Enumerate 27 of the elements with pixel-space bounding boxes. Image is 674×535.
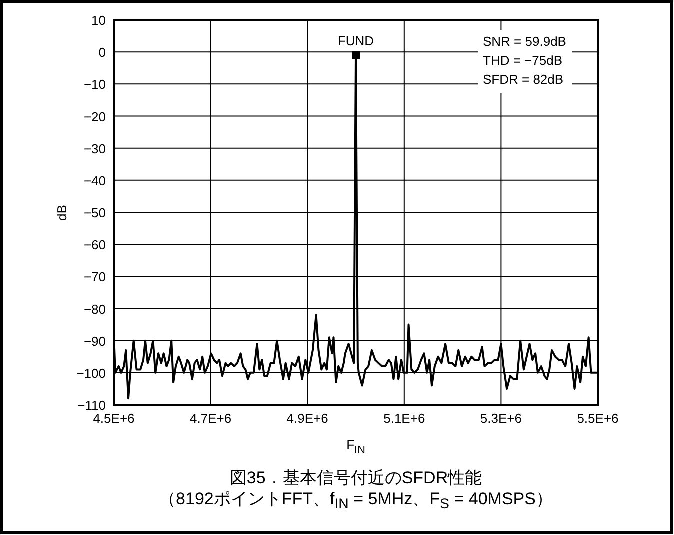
annotation: SNR = 59.9dB [483, 34, 566, 49]
y-tick-label: −10 [84, 77, 106, 92]
y-tick-label: −80 [84, 302, 106, 317]
y-tick-label: −30 [84, 141, 106, 156]
y-tick-label: −40 [84, 173, 106, 188]
annotation: SFDR = 82dB [483, 72, 564, 87]
x-tick-label: 4.7E+6 [190, 411, 232, 426]
y-tick-label: −50 [84, 206, 106, 220]
y-tick-label: 10 [92, 13, 106, 28]
y-tick-label: −20 [84, 109, 106, 124]
annotation: FUND [338, 33, 374, 48]
y-tick-label: −90 [84, 334, 106, 349]
x-tick-label: 5.1E+6 [384, 411, 426, 426]
text: （8192ポイントFFT、f$_{IN}$ = 5MHz、F$_{S}$ = 40MSPS） [159, 488, 553, 513]
x-axis-title: F$_{IN}$ [346, 438, 366, 456]
y-axis-title: dB [54, 204, 70, 220]
x-tick-label: 5.5E+6 [577, 411, 619, 426]
y-tick-label: −110 [78, 398, 106, 413]
x-tick-label: 5.3E+6 [480, 411, 522, 426]
y-tick-label: 0 [98, 45, 106, 60]
y-tick-label: −100 [76, 366, 106, 381]
annotation: THD = −75dB [483, 53, 562, 68]
text: 図35．基本信号付近のSFDR性能 [230, 468, 482, 490]
y-tick-label: −70 [84, 270, 106, 285]
x-tick-label: 4.5E+6 [93, 411, 135, 426]
y-tick-label: −60 [84, 238, 106, 253]
x-tick-label: 4.9E+6 [286, 411, 328, 426]
